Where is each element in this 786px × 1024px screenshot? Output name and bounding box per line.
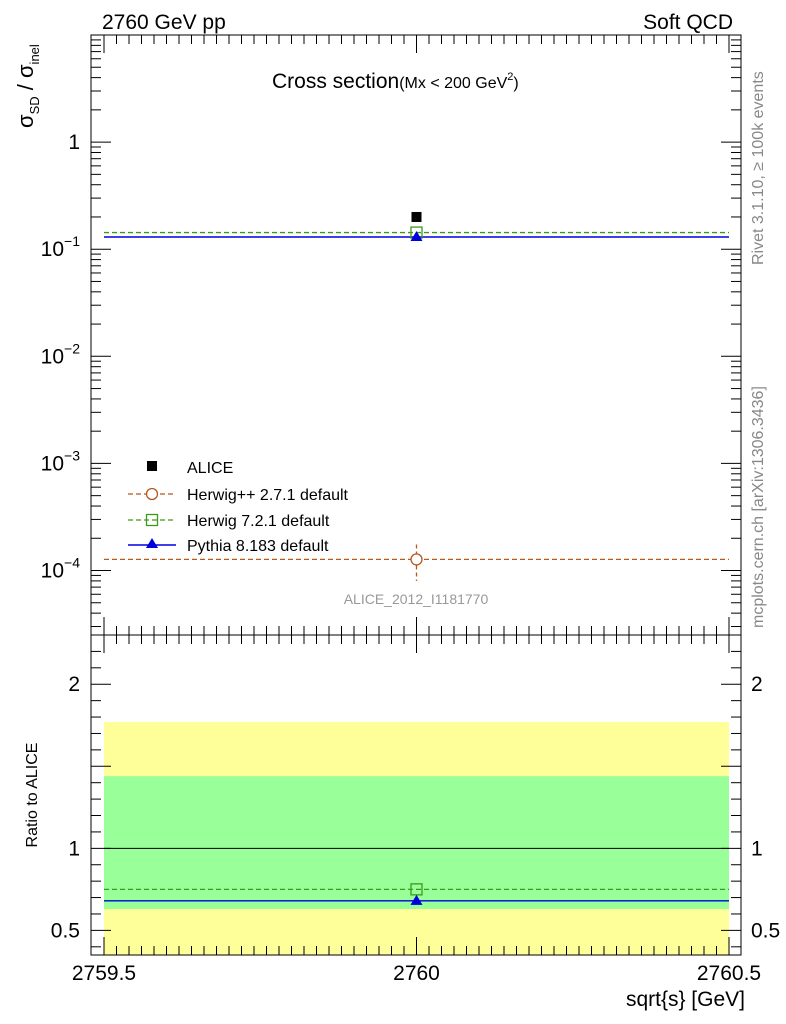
header-right: Soft QCD: [643, 11, 733, 34]
header-left: 2760 GeV pp: [102, 11, 226, 34]
main-title: Cross section(Mx < 200 GeV2): [272, 70, 519, 93]
ratio-y-tick-label-right: 0.5: [751, 919, 780, 942]
main-ylabel-sigma1: σ: [13, 114, 38, 128]
herwigpp-point: [410, 553, 423, 566]
tick-exponent: −1: [64, 233, 80, 249]
main-y-tick-label: 10−3: [41, 447, 81, 475]
main-ylabel: σSD / σinel: [13, 44, 42, 128]
ratio-y-tick-label-right: 2: [751, 673, 763, 696]
ratio-y-tick-labels-right: 0.5 1 2: [751, 673, 780, 942]
pythia-point: [410, 231, 423, 242]
alice-point: [411, 211, 422, 222]
main-title-text: Cross section: [272, 70, 399, 93]
legend-pythia-marker: [146, 538, 158, 548]
ratio-axis-ticks: [91, 634, 741, 955]
analysis-watermark: ALICE_2012_I1181770: [344, 591, 489, 607]
x-tick-label: 2759.5: [72, 962, 136, 985]
tick-mantissa: 10: [41, 560, 64, 583]
ratio-ylabel: Ratio to ALICE: [24, 743, 41, 848]
tick-mantissa: 10: [41, 452, 64, 475]
x-tick-label: 2760.5: [697, 962, 761, 985]
main-y-tick-label: 10−2: [41, 340, 81, 368]
main-ylabel-sep: /: [13, 78, 38, 96]
main-ylabel-sub-inel: inel: [27, 44, 42, 64]
tick-exponent: −2: [64, 340, 80, 356]
legend-herwig7-label: Herwig 7.2.1 default: [187, 513, 330, 530]
main-panel: 110−110−210−310−4 Cross section(Mx < 200…: [13, 34, 742, 636]
main-title-cut: (Mx < 200 GeV: [399, 75, 507, 92]
x-axis-label: sqrt{s} [GeV]: [626, 988, 745, 1011]
main-title-cut-end: ): [513, 75, 518, 92]
main-title-cut-sup: 2: [507, 71, 513, 83]
legend-herwigpp-label: Herwig++ 2.7.1 default: [187, 487, 349, 504]
main-y-tick-label: 1: [68, 131, 80, 154]
legend-pythia-label: Pythia 8.183 default: [187, 538, 329, 555]
ratio-panel: 0.5 1 2 0.5 1 2 2759.5 2760 2760.5 Ratio to AL…: [24, 634, 780, 1011]
legend: ALICE Herwig++ 2.7.1 default Herwig 7.2.…: [128, 460, 349, 555]
ratio-band-inner: [104, 776, 729, 910]
x-tick-labels: 2759.5 2760 2760.5: [72, 962, 761, 985]
ratio-y-tick-label: 1: [68, 837, 80, 860]
legend-alice-marker: [147, 461, 157, 471]
tick-exponent: −3: [64, 447, 80, 463]
side-label-mcplots: mcplots.cern.ch [arXiv:1306.3436]: [750, 386, 767, 628]
side-label-rivet: Rivet 3.1.10, ≥ 100k events: [750, 71, 767, 265]
x-tick-label: 2760: [393, 962, 440, 985]
ratio-y-tick-label: 0.5: [51, 919, 80, 942]
main-ylabel-sigma2: σ: [13, 64, 38, 78]
tick-mantissa: 10: [41, 345, 64, 368]
tick-mantissa: 10: [41, 238, 64, 261]
main-y-tick-label: 10−1: [41, 233, 81, 261]
main-y-tick-label: 10−4: [41, 555, 81, 583]
ratio-y-tick-label: 2: [68, 673, 80, 696]
main-ylabel-sub-sd: SD: [27, 96, 42, 114]
ratio-pythia-point: [410, 894, 423, 905]
main-axis-ticks: [91, 35, 741, 635]
legend-herwig7-marker: [145, 513, 159, 527]
ratio-y-tick-label-right: 1: [751, 837, 763, 860]
legend-herwigpp-marker: [145, 487, 159, 501]
ratio-y-tick-labels: 0.5 1 2: [51, 673, 80, 942]
main-y-tick-labels: 110−110−210−310−4: [41, 131, 81, 582]
legend-alice-label: ALICE: [187, 460, 233, 477]
tick-exponent: −4: [64, 555, 80, 571]
